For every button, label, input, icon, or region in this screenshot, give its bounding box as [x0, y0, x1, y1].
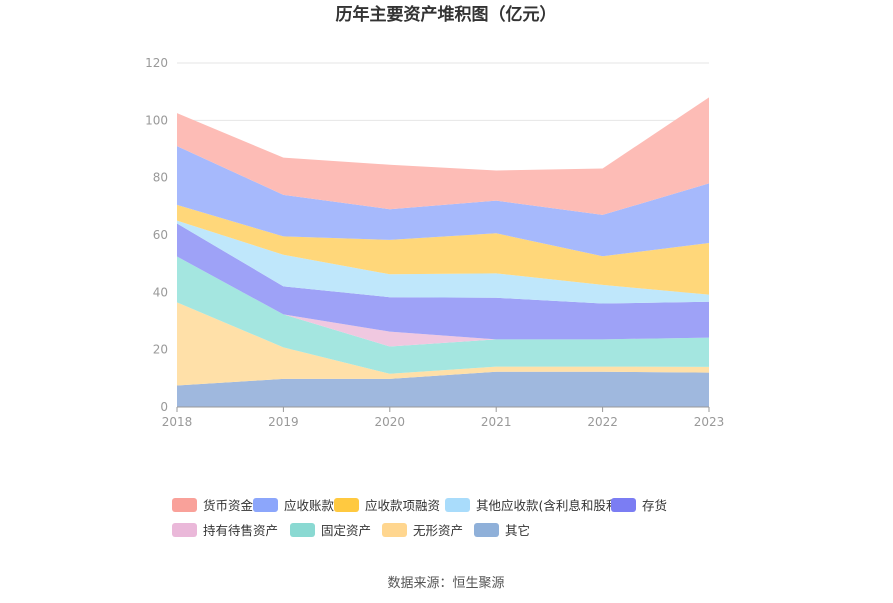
- area-series-3: [177, 256, 709, 374]
- y-tick-label: 120: [145, 56, 168, 70]
- legend-item[interactable]: 应收款项融资: [334, 498, 440, 513]
- area-series-2: [177, 302, 709, 386]
- y-tick-label: 100: [145, 113, 168, 127]
- area-series-7: [177, 204, 709, 295]
- legend-swatch: [445, 498, 470, 512]
- legend-swatch: [172, 523, 197, 537]
- area-series-5: [177, 223, 709, 340]
- legend-swatch: [253, 498, 278, 512]
- y-tick-label: 80: [153, 171, 168, 185]
- data-source-note: 数据来源：恒生聚源: [387, 576, 504, 591]
- legend-item[interactable]: 其他应收款(含利息和股利): [445, 498, 623, 513]
- legend-item[interactable]: 持有待售资产: [172, 523, 278, 538]
- x-tick-label: 2019: [268, 415, 299, 429]
- legend-label: 应收账款: [284, 498, 335, 513]
- x-tick-label: 2023: [694, 415, 725, 429]
- y-tick-label: 0: [160, 400, 168, 414]
- y-tick-label: 60: [153, 228, 168, 242]
- y-tick-label: 40: [153, 285, 168, 299]
- legend-item[interactable]: 存货: [611, 498, 667, 513]
- legend-label: 存货: [642, 498, 667, 513]
- legend-label: 固定资产: [321, 523, 371, 538]
- area-series-8: [177, 146, 709, 257]
- legend-swatch: [382, 523, 407, 537]
- legend-item[interactable]: 固定资产: [290, 523, 371, 538]
- x-tick-label: 2021: [481, 415, 512, 429]
- area-series-1: [177, 371, 709, 407]
- legend-item[interactable]: 无形资产: [382, 523, 463, 538]
- legend-item[interactable]: 其它: [474, 523, 530, 538]
- x-tick-label: 2018: [162, 415, 193, 429]
- y-tick-label: 20: [153, 343, 168, 357]
- axes: 0 20 40 60 80 100 120 2018 2019 2020 2021 2022 2023: [145, 56, 724, 429]
- legend-label: 应收款项融资: [365, 498, 440, 513]
- legend-label: 无形资产: [413, 523, 463, 538]
- legend-swatch: [172, 498, 197, 512]
- legend-item[interactable]: 货币资金: [172, 498, 254, 513]
- chart-title: 历年主要资产堆积图（亿元）: [336, 4, 557, 25]
- area-series-6: [177, 220, 709, 304]
- legend-swatch: [474, 523, 499, 537]
- legend-swatch: [334, 498, 359, 512]
- legend-label: 持有待售资产: [203, 523, 278, 538]
- legend-item[interactable]: 应收账款: [253, 498, 335, 513]
- area-series-9: [177, 97, 709, 215]
- x-tick-label: 2022: [587, 415, 618, 429]
- legend-swatch: [290, 523, 315, 537]
- legend-swatch: [611, 498, 636, 512]
- legend-label: 货币资金: [203, 498, 254, 513]
- legend-label: 其他应收款(含利息和股利): [476, 498, 623, 513]
- x-tick-label: 2020: [375, 415, 406, 429]
- legend-label: 其它: [505, 523, 530, 538]
- area-series: [177, 97, 709, 407]
